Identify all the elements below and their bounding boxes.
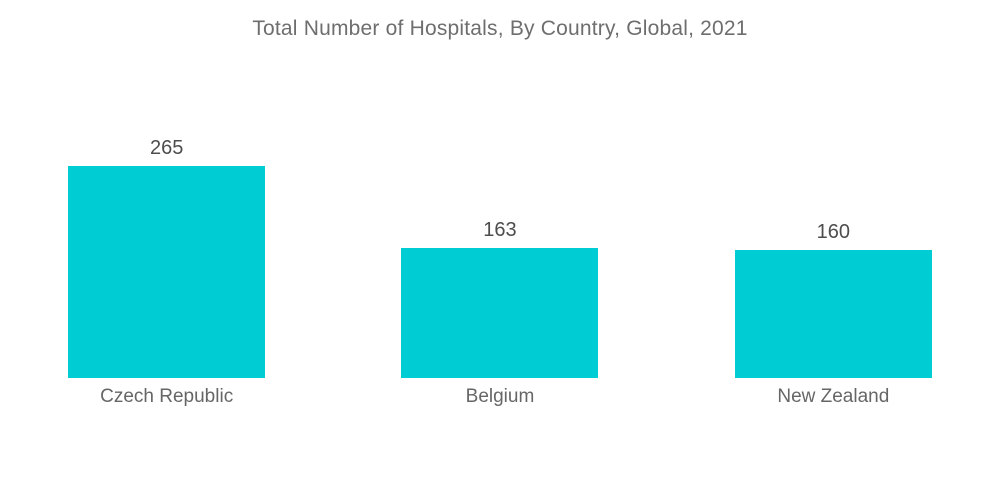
category-label: Belgium (465, 386, 535, 407)
bar-group: 163 Belgium (333, 0, 666, 504)
category-label: Czech Republic (100, 386, 234, 407)
bar-value-label: 163 (483, 218, 517, 241)
bar-value-label: 160 (816, 221, 850, 243)
category-label: New Zealand (777, 386, 890, 407)
chart-title: Total Number of Hospitals, By Country, G… (252, 17, 748, 40)
bar (68, 166, 266, 378)
bar-group: 160 New Zealand (667, 0, 1000, 504)
bar-value-label: 265 (149, 137, 184, 159)
bar (401, 247, 599, 378)
bar (734, 250, 932, 378)
bar-group: 265 Czech Republic (0, 0, 333, 504)
